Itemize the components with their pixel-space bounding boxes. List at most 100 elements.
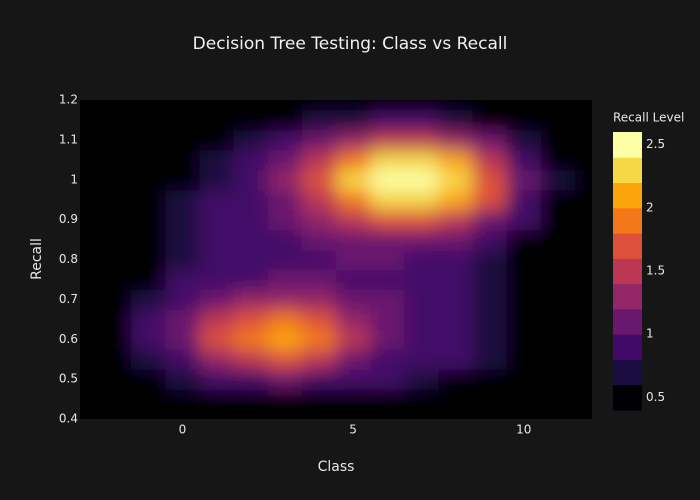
contour-cell: [131, 149, 166, 171]
contour-cell: [370, 149, 405, 171]
contour-cell: [131, 289, 166, 310]
colorbar-band: [613, 334, 642, 360]
contour-cell: [438, 369, 474, 390]
contour-cell: [506, 209, 542, 231]
contour-cell: [80, 329, 98, 350]
contour-cell: [404, 129, 439, 151]
contour-cell: [438, 389, 474, 410]
contour-cell: [404, 409, 439, 419]
contour-cell: [404, 349, 439, 370]
contour-cell: [336, 109, 371, 131]
contour-cell: [438, 149, 474, 171]
contour-cell: [506, 289, 542, 310]
contour-cell: [301, 189, 337, 211]
contour-cell: [438, 169, 474, 191]
contour-cell: [233, 269, 269, 290]
x-tick-label: 5: [349, 423, 357, 437]
contour-cell: [540, 269, 576, 290]
contour-cell: [165, 349, 200, 370]
contour-cell: [97, 329, 132, 350]
contour-cell: [506, 329, 542, 350]
contour-cell: [540, 249, 576, 270]
contour-cell: [267, 229, 303, 251]
contour-cell: [267, 249, 303, 270]
contour-cell: [199, 309, 235, 330]
contour-cell: [370, 229, 405, 251]
contour-cell: [233, 229, 269, 251]
contour-cell: [199, 169, 235, 191]
contour-cell: [80, 209, 98, 231]
contour-cell: [80, 109, 98, 131]
contour-cell: [540, 149, 576, 171]
contour-cell: [80, 309, 98, 330]
contour-cell: [97, 109, 132, 131]
contour-cell: [131, 409, 166, 419]
contour-cell: [97, 189, 132, 211]
contour-cell: [472, 309, 508, 330]
contour-cell: [97, 209, 132, 231]
contour-cell: [404, 249, 439, 270]
y-tick-label: 0.6: [59, 332, 78, 346]
contour-cell: [540, 309, 576, 330]
contour-cell: [574, 289, 592, 310]
contour-cell: [80, 389, 98, 410]
contour-cell: [97, 369, 132, 390]
contour-cell: [301, 269, 337, 290]
contour-cell: [267, 209, 303, 231]
contour-cell: [165, 289, 200, 310]
contour-cell: [80, 229, 98, 251]
contour-cell: [574, 249, 592, 270]
contour-cell: [131, 109, 166, 131]
contour-field: [80, 100, 592, 419]
colorbar-tick-label: 0.5: [646, 390, 665, 404]
contour-cell: [336, 229, 371, 251]
colorbar-band: [613, 359, 642, 386]
colorbar-title: Recall Level: [613, 111, 684, 125]
contour-cell: [131, 209, 166, 231]
contour-cell: [97, 100, 132, 111]
contour-cell: [131, 369, 166, 390]
colorbar-band: [613, 132, 642, 158]
contour-cell: [370, 309, 405, 330]
contour-cell: [233, 289, 269, 310]
contour-cell: [165, 389, 200, 410]
contour-cell: [438, 129, 474, 151]
contour-cell: [438, 229, 474, 251]
contour-cell: [131, 249, 166, 270]
contour-cell: [165, 129, 200, 151]
colorbar-band: [613, 308, 642, 335]
contour-cell: [438, 109, 474, 131]
contour-cell: [370, 269, 405, 290]
contour-cell: [97, 269, 132, 290]
contour-cell: [301, 309, 337, 330]
contour-cell: [131, 169, 166, 191]
contour-cell: [438, 349, 474, 370]
contour-cell: [540, 100, 576, 111]
contour-cell: [506, 349, 542, 370]
contour-cell: [472, 149, 508, 171]
contour-cell: [233, 389, 269, 410]
contour-cell: [199, 100, 235, 111]
contour-cell: [574, 329, 592, 350]
contour-cell: [540, 189, 576, 211]
contour-cell: [574, 100, 592, 111]
contour-cell: [540, 349, 576, 370]
contour-cell: [301, 109, 337, 131]
contour-cell: [438, 329, 474, 350]
contour-cell: [301, 389, 337, 410]
contour-cell: [574, 169, 592, 191]
contour-cell: [370, 329, 405, 350]
contour-cell: [97, 149, 132, 171]
contour-cell: [370, 209, 405, 231]
contour-cell: [574, 389, 592, 410]
contour-cell: [97, 249, 132, 270]
contour-cell: [199, 329, 235, 350]
contour-cell: [80, 149, 98, 171]
contour-cell: [370, 289, 405, 310]
contour-cell: [97, 409, 132, 419]
x-axis-title: Class: [318, 459, 355, 475]
contour-cell: [80, 249, 98, 270]
contour-cell: [574, 149, 592, 171]
contour-cell: [506, 389, 542, 410]
contour-cell: [131, 309, 166, 330]
